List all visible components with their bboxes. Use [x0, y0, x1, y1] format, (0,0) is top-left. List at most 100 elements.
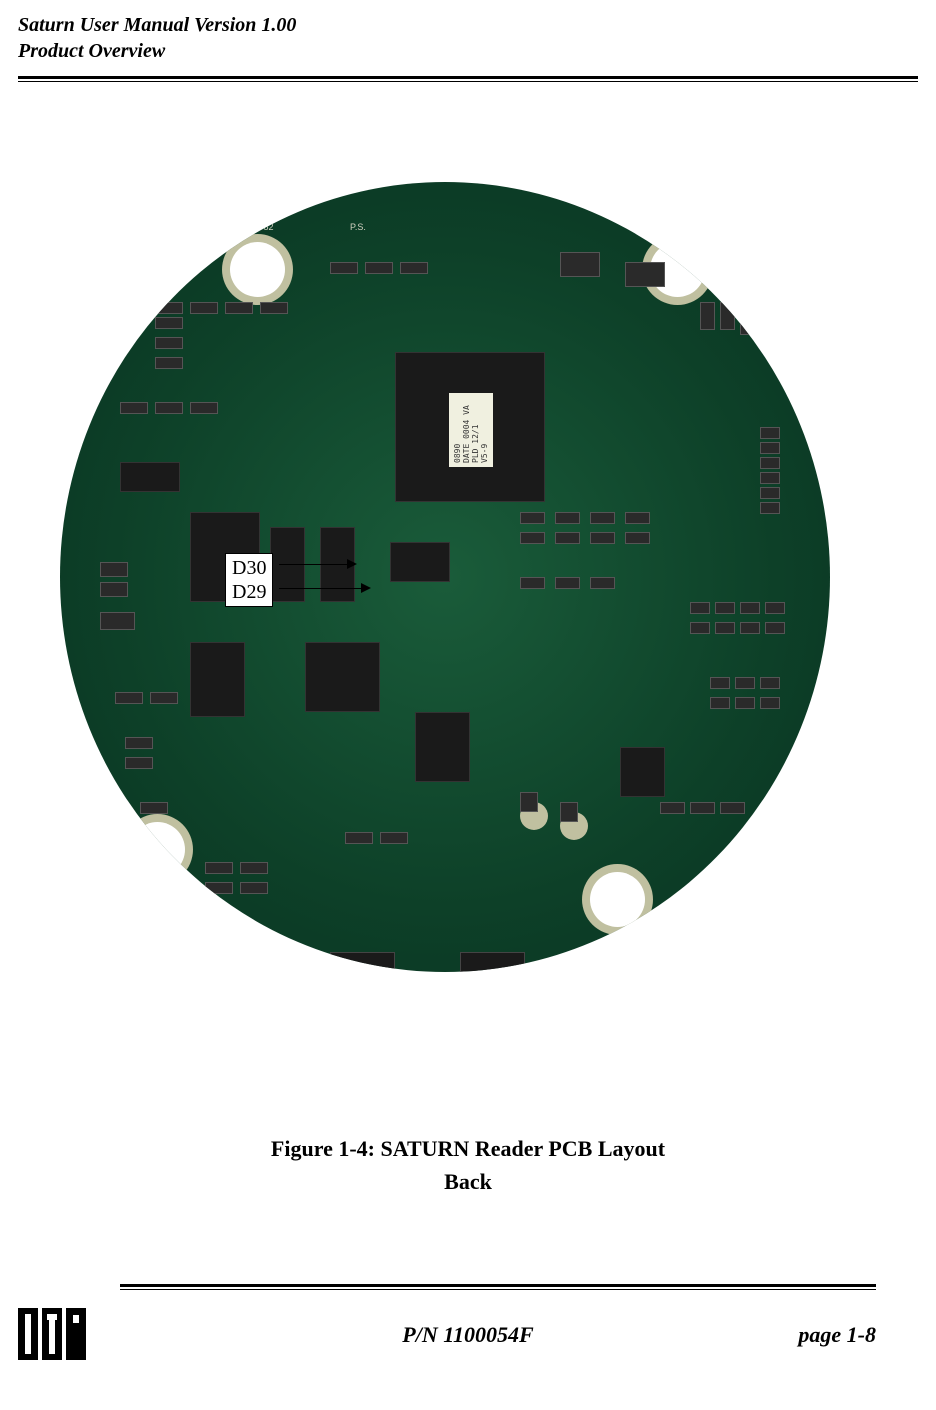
connector — [460, 952, 525, 972]
smd-component — [715, 622, 735, 634]
smd-component — [120, 402, 148, 414]
smd-component — [590, 532, 615, 544]
smd-component — [590, 512, 615, 524]
annotation-d29-label: D29 — [232, 580, 266, 604]
pcb-figure: 0890DATE 0004 VAPLD 12/1V5-9 BRK OT82 P.… — [10, 182, 880, 972]
ic-chip — [390, 542, 450, 582]
annotation-d30-line — [279, 564, 347, 565]
smd-component — [365, 262, 393, 274]
smd-component — [710, 677, 730, 689]
smd-component — [660, 802, 685, 814]
smd-component — [125, 737, 153, 749]
smd-component — [400, 262, 428, 274]
smd-component — [330, 262, 358, 274]
figure-caption-line2: Back — [444, 1169, 492, 1194]
annotation-d29-line — [279, 588, 361, 589]
smd-component — [690, 622, 710, 634]
smd-component — [155, 402, 183, 414]
smd-component — [735, 697, 755, 709]
smd-component — [380, 832, 408, 844]
smd-component — [520, 792, 538, 812]
mounting-hole — [230, 242, 285, 297]
page-header: Saturn User Manual Version 1.00 Product … — [0, 0, 936, 70]
smd-component — [150, 692, 178, 704]
smd-component — [115, 692, 143, 704]
smd-component — [760, 487, 780, 499]
smd-component — [520, 577, 545, 589]
annotation-d-box: D30 D29 — [225, 553, 273, 607]
ic-chip — [620, 747, 665, 797]
smd-component — [155, 302, 183, 314]
figure-area: SAM 0890DATE 0004 VAPLD 12/1V5-9 — [0, 82, 936, 1132]
smd-component — [720, 802, 745, 814]
smd-component — [760, 502, 780, 514]
figure-caption-line1: Figure 1-4: SATURN Reader PCB Layout — [271, 1136, 665, 1161]
silkscreen-text: BRK OT82 — [230, 222, 274, 232]
mounting-hole — [130, 822, 185, 877]
smd-component — [225, 302, 253, 314]
connector — [330, 952, 395, 972]
smd-component — [190, 402, 218, 414]
page-number: page 1-8 — [798, 1322, 876, 1348]
smd-component — [625, 532, 650, 544]
footer-divider — [120, 1284, 876, 1290]
smd-component — [560, 252, 600, 277]
sam-chip: 0890DATE 0004 VAPLD 12/1V5-9 — [395, 352, 545, 502]
smd-component — [190, 302, 218, 314]
smd-component — [100, 612, 135, 630]
silkscreen-text: P.S. — [350, 222, 366, 232]
page-footer: P/N 1100054F page 1-8 — [0, 1310, 936, 1380]
smd-component — [740, 622, 760, 634]
smd-component — [720, 302, 735, 330]
ic-chip — [190, 642, 245, 717]
smd-component — [155, 337, 183, 349]
smd-component — [125, 757, 153, 769]
smd-component — [690, 602, 710, 614]
pcb-board: 0890DATE 0004 VAPLD 12/1V5-9 BRK OT82 P.… — [60, 182, 830, 972]
smd-component — [155, 357, 183, 369]
smd-component — [760, 442, 780, 454]
smd-component — [140, 802, 168, 814]
smd-component — [760, 472, 780, 484]
smd-component — [520, 532, 545, 544]
part-number: P/N 1100054F — [0, 1322, 936, 1348]
section-title: Product Overview — [18, 38, 918, 64]
annotation-d30-arrow-icon — [347, 559, 357, 569]
smd-component — [760, 697, 780, 709]
smd-component — [100, 582, 128, 597]
smd-component — [625, 262, 665, 287]
smd-component — [710, 697, 730, 709]
smd-component — [155, 317, 183, 329]
smd-component — [555, 512, 580, 524]
smd-component — [715, 602, 735, 614]
smd-component — [740, 307, 755, 335]
smd-component — [555, 577, 580, 589]
smd-component — [205, 882, 233, 894]
annotation-d29-arrow-icon — [361, 583, 371, 593]
ic-chip — [120, 462, 180, 492]
smd-component — [760, 677, 780, 689]
mounting-hole — [590, 872, 645, 927]
figure-caption: Figure 1-4: SATURN Reader PCB Layout Bac… — [0, 1132, 936, 1198]
smd-component — [260, 302, 288, 314]
manual-title: Saturn User Manual Version 1.00 — [18, 12, 918, 38]
smd-component — [760, 307, 775, 335]
ic-chip — [415, 712, 470, 782]
smd-component — [240, 862, 268, 874]
smd-component — [760, 457, 780, 469]
smd-component — [555, 532, 580, 544]
smd-component — [345, 832, 373, 844]
smd-component — [765, 602, 785, 614]
smd-component — [625, 512, 650, 524]
smd-component — [765, 622, 785, 634]
smd-component — [690, 802, 715, 814]
smd-component — [520, 512, 545, 524]
smd-component — [590, 577, 615, 589]
smd-component — [700, 302, 715, 330]
smd-component — [760, 427, 780, 439]
annotation-d30-label: D30 — [232, 556, 266, 580]
smd-component — [100, 562, 128, 577]
sam-chip-label: 0890DATE 0004 VAPLD 12/1V5-9 — [449, 393, 493, 467]
smd-component — [560, 802, 578, 822]
smd-component — [205, 862, 233, 874]
